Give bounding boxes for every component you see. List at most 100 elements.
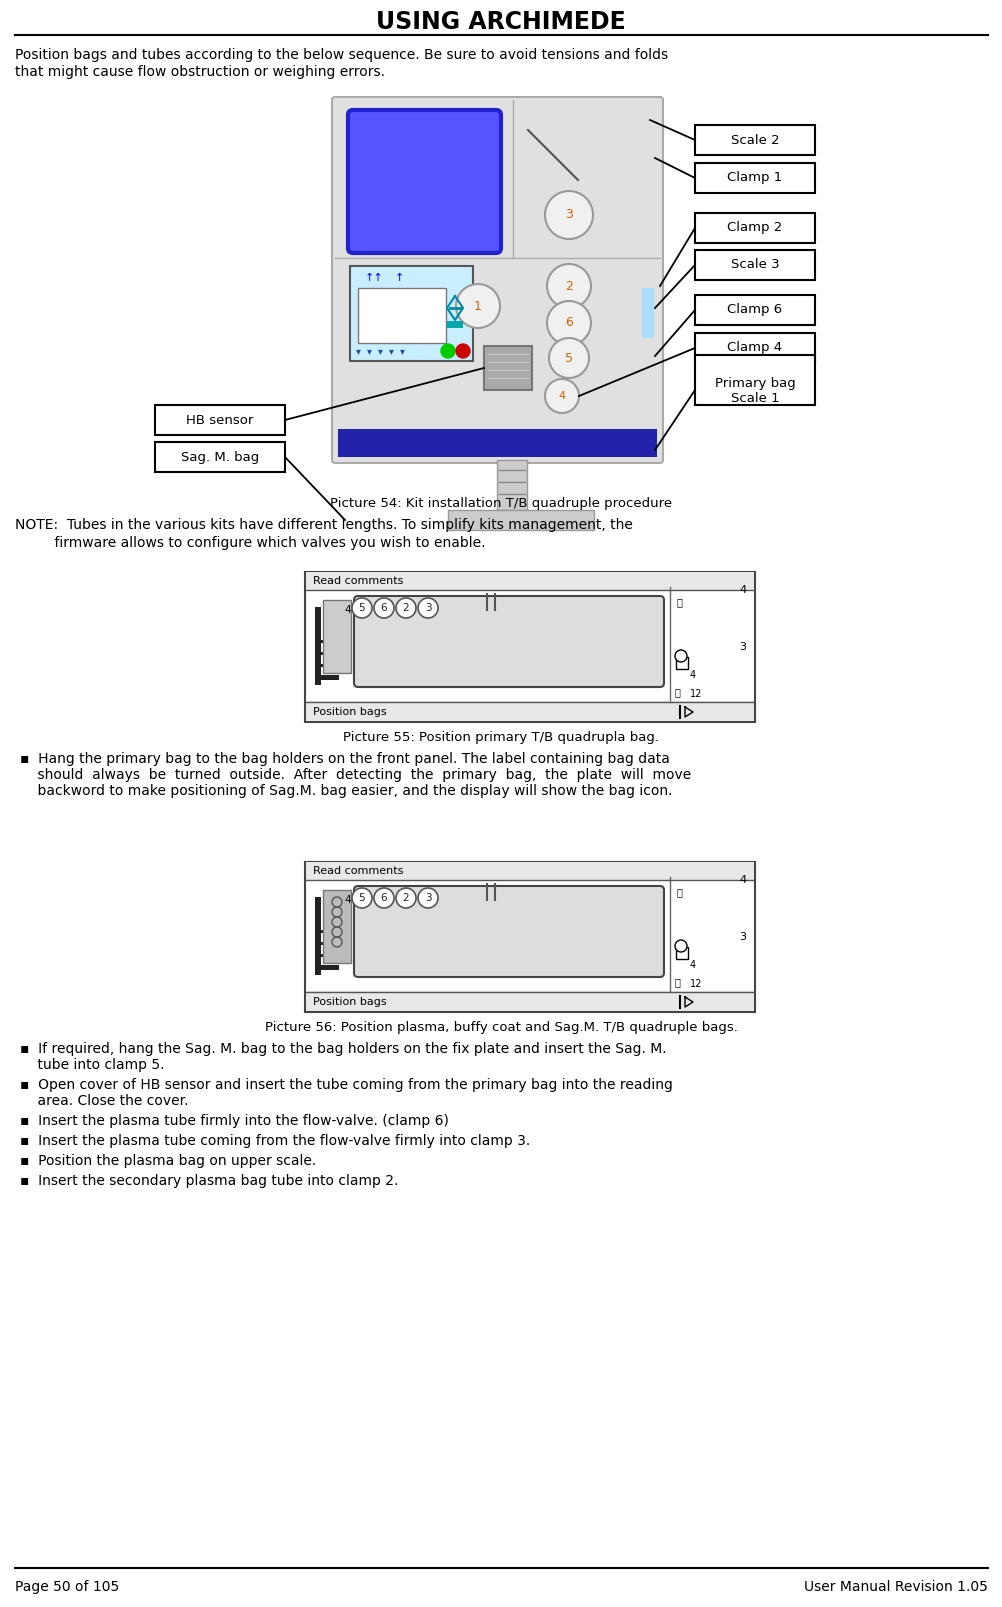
Text: Page 50 of 105: Page 50 of 105	[15, 1580, 119, 1594]
FancyBboxPatch shape	[354, 885, 663, 977]
Text: ▪  Open cover of HB sensor and insert the tube coming from the primary bag into : ▪ Open cover of HB sensor and insert the…	[20, 1078, 672, 1093]
Text: NOTE:  Tubes in the various kits have different lengths. To simplify kits manage: NOTE: Tubes in the various kits have dif…	[15, 517, 632, 532]
Text: ▪  Insert the plasma tube firmly into the flow-valve. (clamp 6): ▪ Insert the plasma tube firmly into the…	[20, 1114, 449, 1128]
Bar	[447, 321, 463, 328]
Text: 2: 2	[402, 893, 409, 903]
Text: firmware allows to configure which valves you wish to enable.: firmware allows to configure which valve…	[15, 537, 485, 550]
Bar	[306, 572, 754, 590]
Bar	[694, 214, 815, 243]
Text: Primary bag: Primary bag	[713, 376, 795, 389]
Text: USING ARCHIMEDE: USING ARCHIMEDE	[376, 10, 625, 34]
Circle shape	[548, 337, 588, 378]
Bar	[315, 607, 321, 685]
Text: Position bags: Position bags	[313, 707, 386, 717]
Text: 4: 4	[738, 874, 745, 885]
Bar	[306, 701, 754, 722]
Text: 5: 5	[564, 352, 572, 365]
Circle shape	[544, 191, 592, 239]
Bar	[321, 664, 329, 667]
Text: should  always  be  turned  outside.  After  detecting  the  primary  bag,  the : should always be turned outside. After d…	[20, 768, 690, 783]
Bar	[694, 355, 815, 405]
Text: Read comments: Read comments	[313, 575, 403, 587]
Bar	[694, 162, 815, 193]
Bar	[321, 930, 329, 934]
Bar	[675, 947, 687, 959]
Text: Clamp 1: Clamp 1	[726, 172, 782, 185]
Circle shape	[546, 301, 590, 346]
Bar	[694, 125, 815, 154]
Bar	[321, 675, 339, 680]
Text: 4: 4	[689, 670, 695, 680]
Text: 4: 4	[345, 895, 351, 905]
Circle shape	[546, 264, 590, 309]
Text: area. Close the cover.: area. Close the cover.	[20, 1094, 188, 1107]
Text: ▪  Insert the plasma tube coming from the flow-valve firmly into clamp 3.: ▪ Insert the plasma tube coming from the…	[20, 1135, 530, 1147]
Text: Scale 2: Scale 2	[730, 133, 779, 146]
Text: ▾: ▾	[378, 346, 383, 357]
Circle shape	[396, 598, 416, 619]
Bar	[497, 460, 526, 509]
Text: ▾: ▾	[400, 346, 405, 357]
Text: 3: 3	[424, 603, 431, 612]
Text: ▪  If required, hang the Sag. M. bag to the bag holders on the fix plate and ins: ▪ If required, hang the Sag. M. bag to t…	[20, 1041, 666, 1056]
Text: 6: 6	[564, 317, 572, 329]
Circle shape	[456, 284, 500, 328]
Bar	[694, 296, 815, 325]
Text: 3: 3	[424, 893, 431, 903]
Bar	[306, 992, 754, 1011]
Text: Clamp 4: Clamp 4	[726, 342, 782, 355]
Text: Read comments: Read comments	[313, 866, 403, 876]
Text: tube into clamp 5.: tube into clamp 5.	[20, 1057, 164, 1072]
Bar	[155, 442, 285, 472]
Text: 🚶: 🚶	[674, 977, 680, 987]
Text: ↑↑: ↑↑	[365, 273, 384, 283]
Text: 6: 6	[381, 893, 387, 903]
Text: 5: 5	[359, 893, 365, 903]
Circle shape	[396, 889, 416, 908]
Text: 5: 5	[359, 603, 365, 612]
Bar	[321, 964, 339, 971]
Text: backword to make positioning of Sag.M. bag easier, and the display will show the: backword to make positioning of Sag.M. b…	[20, 784, 671, 799]
Text: ▪  Position the plasma bag on upper scale.: ▪ Position the plasma bag on upper scale…	[20, 1154, 316, 1168]
Bar	[306, 861, 754, 881]
Circle shape	[674, 649, 686, 662]
Text: HB sensor: HB sensor	[186, 413, 254, 426]
Text: 3: 3	[564, 209, 572, 222]
Circle shape	[418, 598, 438, 619]
Text: 4: 4	[345, 604, 351, 615]
Bar	[694, 251, 815, 280]
Bar	[448, 509, 593, 530]
Bar	[338, 429, 656, 456]
Text: Position bags: Position bags	[313, 996, 386, 1008]
Text: 3: 3	[738, 643, 745, 652]
Text: 12: 12	[689, 689, 701, 699]
Text: Position bags and tubes according to the below sequence. Be sure to avoid tensio: Position bags and tubes according to the…	[15, 48, 667, 63]
Bar	[315, 897, 321, 975]
Text: Clamp 2: Clamp 2	[726, 222, 782, 235]
Text: User Manual Revision 1.05: User Manual Revision 1.05	[804, 1580, 987, 1594]
Text: ▾: ▾	[389, 346, 394, 357]
Text: 3: 3	[738, 932, 745, 942]
Bar	[675, 657, 687, 669]
Circle shape	[374, 889, 394, 908]
Text: Scale 1: Scale 1	[730, 392, 779, 405]
Text: 2: 2	[402, 603, 409, 612]
Text: Picture 55: Position primary T/B quadrupla bag.: Picture 55: Position primary T/B quadrup…	[343, 731, 658, 744]
Text: ▾: ▾	[356, 346, 361, 357]
Text: 🚶: 🚶	[674, 688, 680, 697]
Bar	[323, 890, 351, 963]
FancyBboxPatch shape	[348, 109, 501, 252]
Bar	[321, 640, 329, 643]
Text: 4: 4	[738, 585, 745, 595]
FancyBboxPatch shape	[332, 96, 662, 463]
FancyBboxPatch shape	[354, 596, 663, 688]
Text: that might cause flow obstruction or weighing errors.: that might cause flow obstruction or wei…	[15, 64, 385, 79]
Bar	[694, 333, 815, 363]
Text: ⏳: ⏳	[676, 596, 682, 607]
Text: Clamp 6: Clamp 6	[726, 304, 782, 317]
Text: ▾: ▾	[367, 346, 372, 357]
Bar	[321, 955, 329, 958]
Text: Picture 56: Position plasma, buffy coat and Sag.M. T/B quadruple bags.: Picture 56: Position plasma, buffy coat …	[265, 1020, 736, 1033]
Circle shape	[544, 379, 578, 413]
Text: ↑: ↑	[395, 273, 404, 283]
